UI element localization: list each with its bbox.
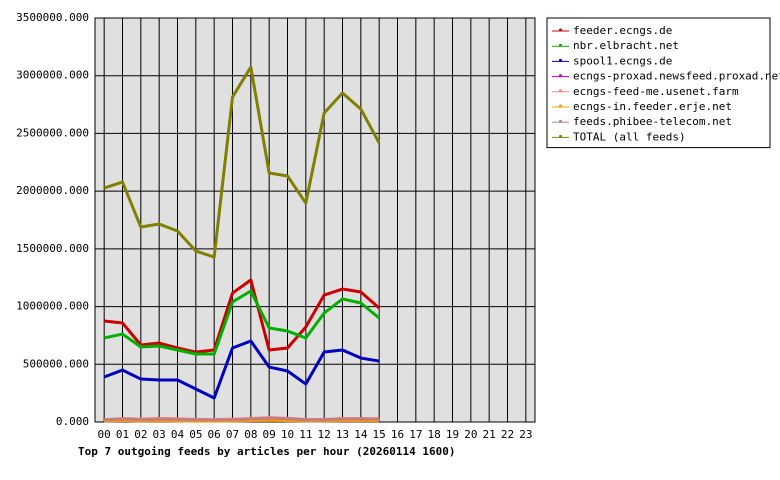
y-tick-label: 3000000.000 xyxy=(16,69,89,82)
legend-label: feeds.phibee-telecom.net xyxy=(573,115,732,128)
x-tick-label: 21 xyxy=(483,428,496,441)
x-tick-label: 02 xyxy=(134,428,147,441)
series-line xyxy=(103,339,380,400)
x-tick-label: 03 xyxy=(153,428,166,441)
legend-dot xyxy=(559,74,562,78)
series-line xyxy=(103,65,381,259)
series-line xyxy=(103,289,381,356)
x-tick-label: 04 xyxy=(171,428,185,441)
x-tick-label: 10 xyxy=(281,428,294,441)
legend-dot xyxy=(559,58,562,62)
x-tick-label: 11 xyxy=(299,428,312,441)
y-tick-label: 1500000.000 xyxy=(16,242,89,255)
legend-dot xyxy=(559,89,562,93)
y-tick-label: 1000000.000 xyxy=(16,300,89,313)
x-tick-label: 22 xyxy=(501,428,514,441)
series-line xyxy=(104,278,381,354)
legend-label: ecngs-feed-me.usenet.farm xyxy=(573,85,739,98)
x-tick-label: 23 xyxy=(519,428,532,441)
legend-label: ecngs-proxad.newsfeed.proxad.net xyxy=(573,70,780,83)
legend-dot xyxy=(559,134,562,138)
x-tick-label: 16 xyxy=(391,428,404,441)
y-tick-label: 2500000.000 xyxy=(16,126,89,139)
legend-dot xyxy=(559,104,562,108)
x-tick-label: 08 xyxy=(244,428,257,441)
x-tick-label: 09 xyxy=(263,428,276,441)
y-tick-label: 500000.000 xyxy=(23,357,89,370)
legend-label: nbr.elbracht.net xyxy=(573,39,679,52)
legend-label: spool1.ecngs.de xyxy=(573,54,672,67)
series-line xyxy=(104,416,380,422)
y-tick-label: 3500000.000 xyxy=(16,11,89,24)
plot-area xyxy=(94,17,536,423)
legend-label: ecngs-in.feeder.erje.net xyxy=(573,100,732,113)
x-tick-label: 06 xyxy=(208,428,221,441)
y-tick-label: 2000000.000 xyxy=(16,184,89,197)
legend-box xyxy=(546,17,771,149)
legend-dot xyxy=(559,43,562,47)
x-tick-label: 00 xyxy=(98,428,111,441)
x-tick-label: 18 xyxy=(428,428,441,441)
legend-dot xyxy=(559,28,562,32)
x-tick-label: 13 xyxy=(336,428,349,441)
legend-label: TOTAL (all feeds) xyxy=(573,130,686,143)
x-tick-label: 19 xyxy=(446,428,459,441)
chart-title: Top 7 outgoing feeds by articles per hou… xyxy=(78,445,456,458)
x-tick-label: 20 xyxy=(464,428,477,441)
x-tick-label: 07 xyxy=(226,428,239,441)
x-tick-label: 01 xyxy=(116,428,129,441)
x-tick-label: 15 xyxy=(373,428,386,441)
x-tick-label: 14 xyxy=(354,428,368,441)
y-tick-label: 0.000 xyxy=(56,415,89,428)
x-tick-label: 12 xyxy=(318,428,331,441)
x-tick-label: 17 xyxy=(409,428,422,441)
x-tick-label: 05 xyxy=(189,428,202,441)
legend-label: feeder.ecngs.de xyxy=(573,24,672,37)
legend-dot xyxy=(559,119,562,123)
